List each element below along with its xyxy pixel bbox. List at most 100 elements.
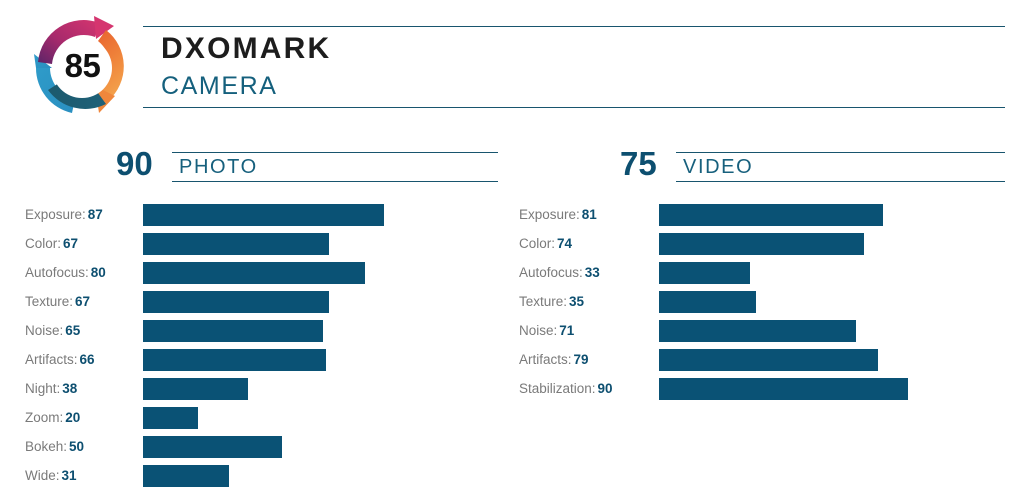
bar-label-text: Wide: [25,468,60,483]
video-title-box: VIDEO [676,152,1005,182]
bar-track [143,262,443,284]
bar-track [143,407,443,429]
bar-label-text: Autofocus: [25,265,89,280]
bar-label: Texture: 35 [519,291,654,313]
video-score: 75 [620,145,657,182]
bar-track [659,320,959,342]
bar-fill [143,465,229,487]
bar-label-text: Autofocus: [519,265,583,280]
logo-arcs-icon [34,16,124,113]
bar-fill [143,233,329,255]
bar-label: Exposure: 87 [25,204,137,226]
dxomark-logo-badge: 85 [26,12,138,118]
bar-row: Bokeh: 50 [0,436,510,465]
overall-score: 85 [64,47,101,84]
bar-fill [659,320,856,342]
bar-track [659,291,959,313]
bar-fill [659,349,878,371]
bar-row: Exposure: 87 [0,204,510,233]
bar-label: Bokeh: 50 [25,436,137,458]
bar-value: 65 [65,323,81,338]
bar-track [143,465,443,487]
bar-row: Stabilization: 90 [487,378,1028,407]
bar-label-text: Bokeh: [25,439,68,454]
bar-label-text: Zoom: [25,410,64,425]
bar-track [659,349,959,371]
bar-track [659,204,959,226]
bar-row: Texture: 35 [487,291,1028,320]
bar-label: Artifacts: 66 [25,349,137,371]
bar-label: Zoom: 20 [25,407,137,429]
bar-fill [143,320,324,342]
bar-fill [659,291,756,313]
bar-value: 80 [90,265,106,280]
bar-value: 79 [573,352,589,367]
bar-track [143,291,443,313]
bar-label-text: Exposure: [25,207,86,222]
bar-fill [143,407,199,429]
bar-value: 31 [61,468,77,483]
bar-row: Exposure: 81 [487,204,1028,233]
header-rule-top [143,26,1005,27]
bar-track [143,233,443,255]
bar-track [659,378,959,400]
bar-fill [143,291,329,313]
bar-value: 74 [557,236,573,251]
bar-label-text: Color: [519,236,556,251]
bar-value: 38 [62,381,78,396]
photo-title: PHOTO [179,156,258,178]
brand-category: CAMERA [161,72,278,100]
bar-fill [659,204,884,226]
photo-score: 90 [116,145,153,182]
bar-row: Noise: 65 [0,320,510,349]
bar-row: Artifacts: 66 [0,349,510,378]
bar-label: Color: 67 [25,233,137,255]
photo-title-box: PHOTO [172,152,498,182]
header-rule-bottom [143,107,1005,108]
bar-label-text: Texture: [25,294,74,309]
bar-label-text: Exposure: [519,207,580,222]
bar-value: 50 [69,439,85,454]
bar-value: 87 [87,207,103,222]
bar-track [143,436,443,458]
bar-label-text: Night: [25,381,61,396]
video-panel-header: 75 VIDEO [487,140,1028,182]
bar-value: 35 [569,294,585,309]
bar-label: Autofocus: 80 [25,262,137,284]
bar-label: Noise: 65 [25,320,137,342]
bar-fill [143,378,249,400]
bar-row: Autofocus: 33 [487,262,1028,291]
bar-label: Stabilization: 90 [519,378,654,400]
bar-row: Wide: 31 [0,465,510,494]
video-panel: 75 VIDEO Exposure: 81 Color: 74 Autofocus: 33… [487,140,1028,407]
bar-label: Noise: 71 [519,320,654,342]
bar-label-text: Texture: [519,294,568,309]
bar-label-text: Stabilization: [519,381,596,396]
bar-label-text: Noise: [519,323,558,338]
bar-value: 33 [584,265,600,280]
bar-fill [143,436,282,458]
bar-value: 20 [65,410,81,425]
bar-track [143,349,443,371]
bar-label: Autofocus: 33 [519,262,654,284]
bar-row: Color: 67 [0,233,510,262]
bar-label: Wide: 31 [25,465,137,487]
bar-row: Color: 74 [487,233,1028,262]
video-bar-list: Exposure: 81 Color: 74 Autofocus: 33 Texture: 3… [487,204,1028,407]
video-title: VIDEO [683,156,754,178]
bar-fill [143,262,365,284]
bar-value: 67 [75,294,91,309]
bar-track [143,204,443,226]
bar-track [143,320,443,342]
bar-row: Autofocus: 80 [0,262,510,291]
bar-label-text: Artifacts: [519,352,572,367]
brand-block: DXOMARK CAMERA [161,34,331,99]
bar-track [143,378,443,400]
bar-label: Color: 74 [519,233,654,255]
brand-name: DXOMARK [161,32,332,65]
photo-panel-header: 90 PHOTO [0,140,510,182]
bar-value: 81 [581,207,597,222]
bar-fill [659,262,751,284]
bar-label: Exposure: 81 [519,204,654,226]
